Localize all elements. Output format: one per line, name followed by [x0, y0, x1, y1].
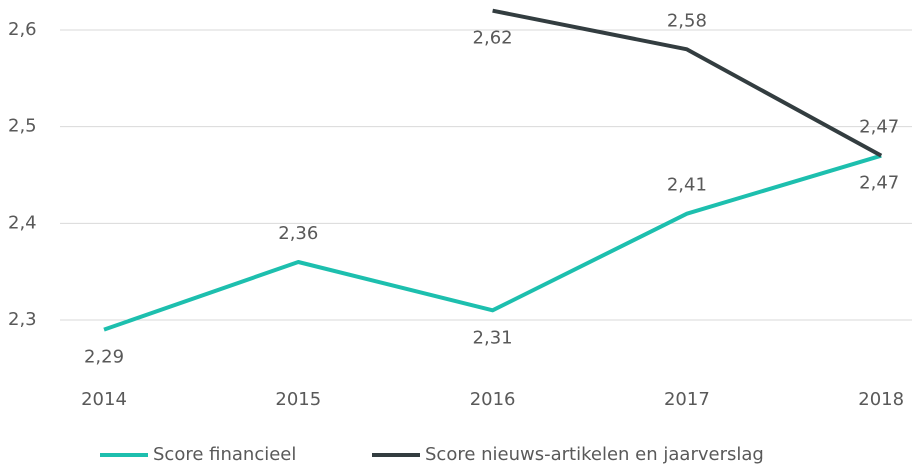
- data-label: 2,41: [667, 175, 707, 196]
- y-tick-label: 2,3: [8, 309, 37, 330]
- data-label: 2,47: [859, 173, 899, 194]
- data-label: 2,31: [473, 327, 513, 348]
- legend-label: Score financieel: [153, 444, 296, 465]
- x-tick-label: 2015: [275, 389, 321, 410]
- legend-label: Score nieuws-artikelen en jaarverslag: [425, 444, 764, 465]
- series-line: [103, 153, 882, 332]
- x-tick-label: 2018: [858, 389, 904, 410]
- data-label: 2,62: [473, 28, 513, 49]
- y-tick-label: 2,4: [8, 212, 37, 233]
- y-tick-label: 2,5: [8, 116, 37, 137]
- data-label: 2,47: [859, 117, 899, 138]
- x-tick-label: 2017: [664, 389, 710, 410]
- x-tick-label: 2014: [81, 389, 127, 410]
- data-label: 2,29: [84, 347, 124, 368]
- data-label: 2,36: [278, 223, 318, 244]
- data-label: 2,58: [667, 10, 707, 31]
- series-line: [492, 8, 883, 158]
- y-tick-label: 2,6: [8, 19, 37, 40]
- x-tick-label: 2016: [470, 389, 516, 410]
